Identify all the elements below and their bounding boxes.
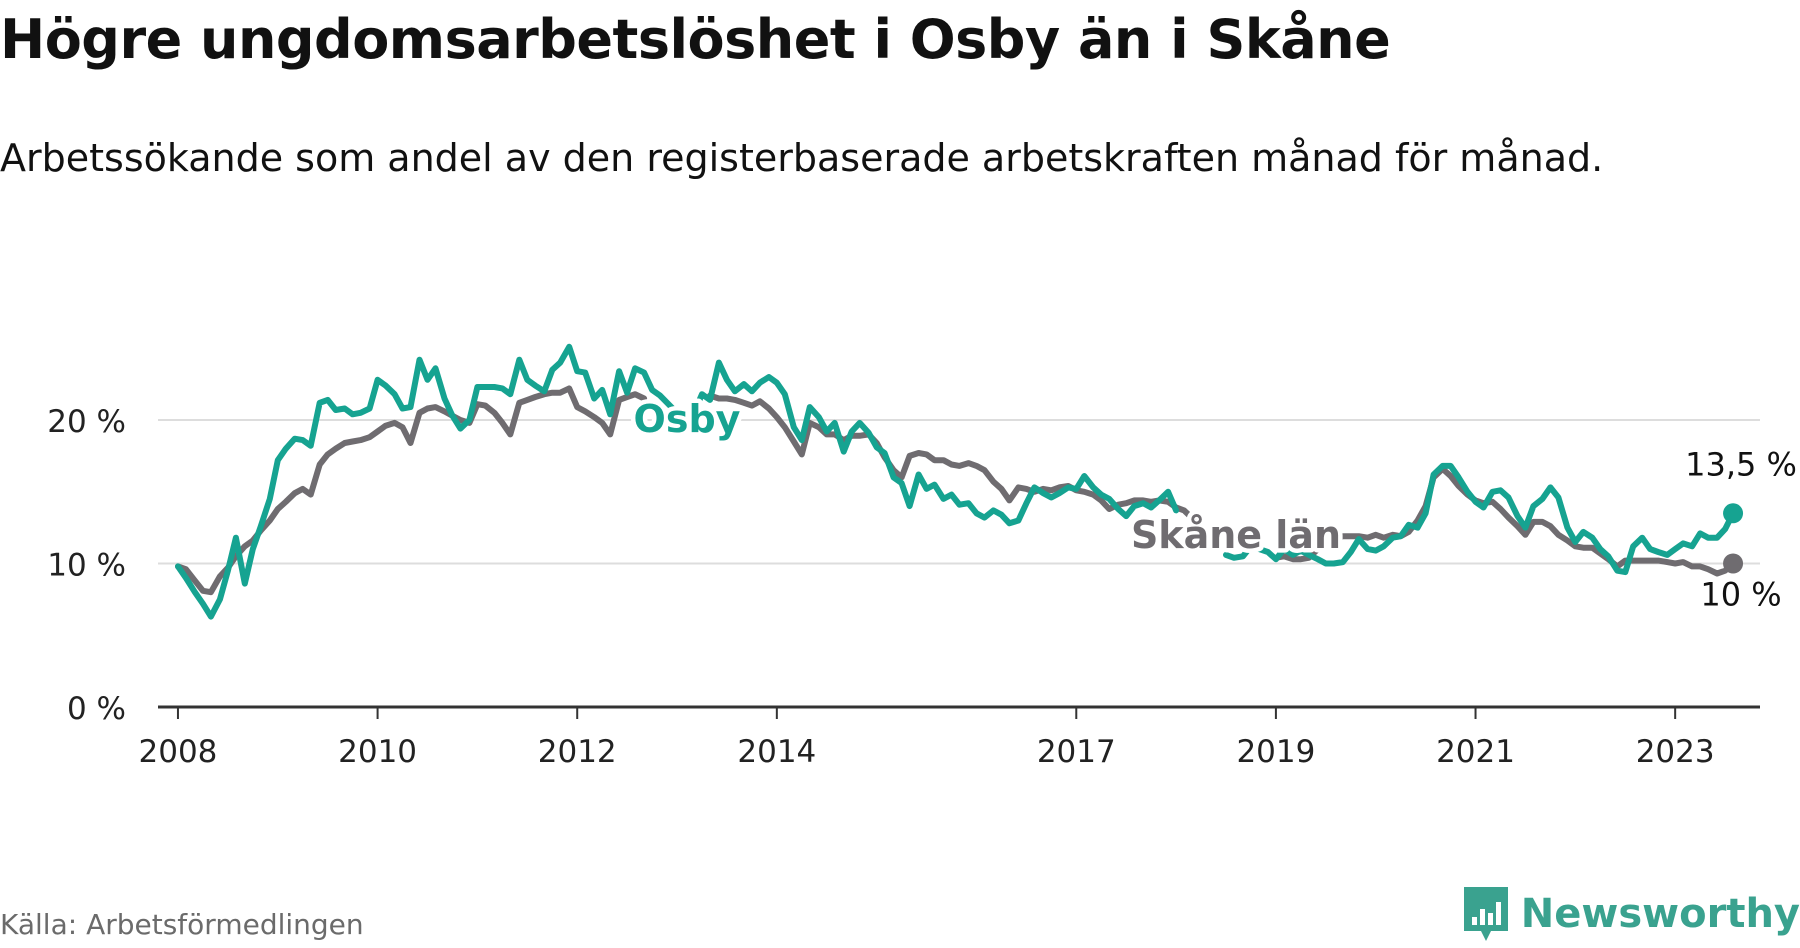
osby-end-label: 13,5 % bbox=[1685, 445, 1797, 483]
chart-subtitle: Arbetssökande som andel av den registerb… bbox=[0, 136, 1604, 180]
series-line-osby bbox=[175, 343, 1180, 620]
y-tick-label: 20 % bbox=[47, 404, 126, 440]
chart-title: Högre ungdomsarbetslöshet i Osby än i Sk… bbox=[0, 8, 1391, 71]
series-end-dot-skane bbox=[1723, 553, 1744, 574]
brand-name: Newsworthy bbox=[1520, 891, 1800, 937]
x-tick-label: 2023 bbox=[1636, 734, 1715, 770]
x-tick-label: 2019 bbox=[1236, 734, 1315, 770]
x-tick-label: 2021 bbox=[1436, 734, 1515, 770]
x-tick-label: 2008 bbox=[139, 734, 218, 770]
x-tick-label: 2014 bbox=[737, 734, 816, 770]
newsworthy-logo-icon bbox=[1463, 887, 1508, 941]
x-tick-label: 2017 bbox=[1037, 734, 1116, 770]
y-tick-label: 0 % bbox=[67, 691, 126, 727]
brand[interactable]: Newsworthy bbox=[1461, 884, 1800, 944]
series-line-osby bbox=[1223, 462, 1737, 576]
source-note: Källa: Arbetsförmedlingen bbox=[0, 908, 364, 941]
x-tick-label: 2012 bbox=[538, 734, 617, 770]
x-tick-label: 2010 bbox=[338, 734, 417, 770]
skane-end-label: 10 % bbox=[1700, 576, 1781, 614]
series bbox=[175, 343, 1744, 620]
series-line-skane bbox=[1272, 465, 1737, 577]
labels: 13,5 % 10 % Osby Skåne län bbox=[629, 393, 1797, 614]
y-tick-label: 10 % bbox=[47, 548, 126, 584]
series-end-dot-osby bbox=[1723, 503, 1744, 524]
skane-series-label: Skåne län bbox=[1131, 513, 1341, 557]
gridlines bbox=[158, 419, 1760, 565]
axis-ticks: 0 % 10 % 20 % 2008 2010 2012 2014 2017 2019 2021 2… bbox=[47, 404, 1760, 770]
series-line-skane bbox=[707, 392, 1197, 522]
line-chart: 0 % 10 % 20 % 2008 2010 2012 2014 2017 2019 2021 2… bbox=[47, 343, 1797, 770]
osby-series-label: Osby bbox=[634, 397, 741, 441]
